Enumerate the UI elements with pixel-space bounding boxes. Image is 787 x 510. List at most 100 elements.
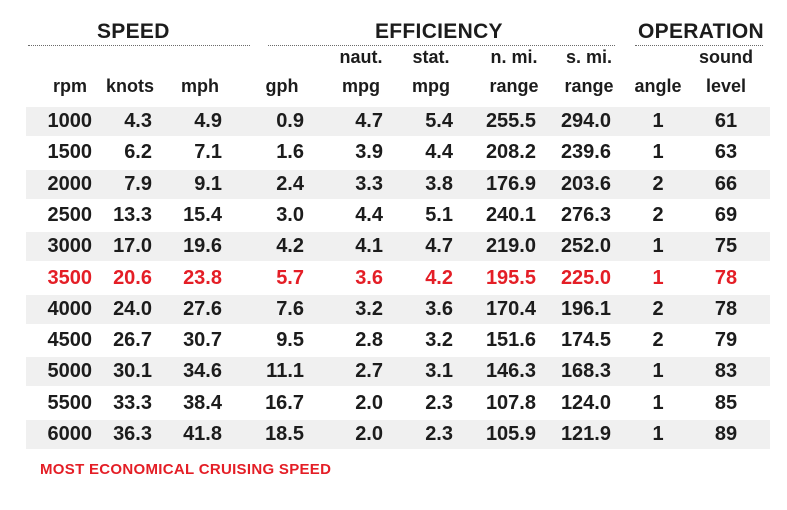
col-header-nmi-range-2: range [489, 76, 539, 96]
cell-smi-range: 196.1 [560, 297, 611, 320]
col-header-rpm-2: rpm [52, 76, 87, 96]
cell-nmi-range: 176.9 [485, 172, 536, 195]
cell-sound-level: 83 [714, 360, 738, 383]
cell-mph: 30.7 [183, 329, 222, 352]
cell-gph: 7.6 [276, 297, 304, 320]
cell-nmi-range: 146.3 [485, 360, 536, 383]
cell-nmi-range: 151.6 [485, 329, 536, 352]
cell-stat-mpg: 2.3 [425, 423, 453, 445]
cell-gph: 18.5 [265, 423, 304, 445]
cell-angle: 2 [652, 203, 664, 226]
cell-nmi-range: 170.4 [485, 297, 536, 320]
col-header-stat-mpg-1: stat. [412, 47, 450, 67]
cell-sound-level: 85 [714, 391, 738, 414]
cell-sound-level: 69 [714, 203, 738, 226]
speed-rule [28, 45, 250, 46]
cell-knots: 7.9 [124, 172, 152, 195]
col-header-sound-level-2: level [705, 76, 747, 96]
cell-angle: 2 [652, 297, 664, 320]
cell-gph: 5.7 [276, 266, 304, 289]
cell-rpm: 3500 [47, 266, 93, 289]
cell-angle: 1 [652, 360, 664, 383]
cell-knots: 13.3 [113, 203, 152, 226]
cell-sound-level: 78 [714, 266, 738, 289]
cell-angle: 1 [652, 141, 664, 164]
cell-stat-mpg: 3.6 [425, 297, 453, 320]
cell-gph: 2.4 [276, 172, 304, 195]
cell-rpm: 5000 [47, 360, 93, 383]
cell-smi-range: 174.5 [560, 329, 611, 352]
cell-nmi-range: 219.0 [485, 235, 536, 258]
cell-rpm: 3000 [47, 235, 93, 258]
cell-smi-range: 121.9 [560, 423, 611, 445]
cell-rpm: 4000 [47, 297, 93, 320]
cell-rpm: 1000 [47, 110, 93, 132]
cell-naut-mpg: 3.6 [355, 266, 383, 289]
cell-angle: 1 [652, 391, 664, 414]
cell-stat-mpg: 4.2 [425, 266, 453, 289]
cell-rpm: 5500 [47, 391, 93, 414]
cell-stat-mpg: 3.1 [425, 360, 453, 383]
cell-sound-level: 63 [714, 141, 738, 164]
cell-knots: 24.0 [113, 297, 152, 320]
cell-nmi-range: 208.2 [485, 141, 536, 164]
cell-stat-mpg: 4.4 [425, 141, 453, 164]
cell-angle: 1 [652, 266, 664, 289]
cell-smi-range: 168.3 [560, 360, 611, 383]
group-operation: OPERATION [638, 20, 764, 43]
cell-rpm: 6000 [47, 423, 93, 445]
cell-mph: 19.6 [183, 235, 222, 258]
cell-naut-mpg: 3.9 [355, 141, 383, 164]
cell-mph: 4.9 [194, 110, 222, 132]
cell-knots: 6.2 [124, 141, 152, 164]
cell-smi-range: 203.6 [560, 172, 611, 195]
row-band [26, 169, 770, 199]
col-header-smi-range-2: range [564, 76, 614, 96]
col-header-smi-range-1: s. mi. [565, 47, 613, 67]
cell-mph: 23.8 [183, 266, 222, 289]
col-header-sound-level-1: sound [699, 47, 753, 67]
cell-mph: 38.4 [183, 391, 222, 414]
cell-mph: 15.4 [183, 203, 222, 226]
cell-naut-mpg: 4.4 [355, 203, 383, 226]
efficiency-rule [268, 45, 615, 46]
cell-rpm: 1500 [47, 141, 93, 164]
cell-rpm: 2500 [47, 203, 93, 226]
cell-gph: 11.1 [266, 360, 304, 383]
cell-knots: 26.7 [113, 329, 152, 352]
cell-gph: 1.6 [276, 141, 304, 164]
footnote: MOST ECONOMICAL CRUISING SPEED [40, 461, 332, 478]
cell-naut-mpg: 2.8 [355, 329, 383, 352]
group-efficiency: EFFICIENCY [375, 20, 503, 43]
col-header-stat-mpg-2: mpg [412, 76, 450, 96]
cell-naut-mpg: 2.7 [355, 360, 383, 383]
cell-angle: 2 [652, 172, 664, 195]
col-header-mph-2: mph [181, 76, 219, 96]
cell-angle: 2 [652, 329, 664, 352]
col-header-naut-mpg-2: mpg [342, 76, 380, 96]
cell-knots: 4.3 [124, 110, 152, 132]
cell-stat-mpg: 2.3 [425, 391, 453, 414]
row-band [26, 420, 770, 449]
cell-gph: 3.0 [276, 203, 304, 226]
cell-nmi-range: 255.5 [485, 110, 536, 132]
cell-sound-level: 78 [714, 297, 738, 320]
cell-stat-mpg: 3.2 [425, 329, 453, 352]
cell-knots: 36.3 [113, 423, 152, 445]
cell-nmi-range: 107.8 [485, 391, 536, 414]
cell-gph: 0.9 [276, 110, 304, 132]
cell-naut-mpg: 2.0 [355, 423, 383, 445]
col-header-naut-mpg-1: naut. [339, 47, 383, 67]
cell-naut-mpg: 4.1 [355, 235, 383, 258]
cell-smi-range: 225.0 [560, 266, 611, 289]
cell-mph: 27.6 [183, 297, 222, 320]
cell-naut-mpg: 2.0 [355, 391, 383, 414]
col-header-angle-2: angle [634, 76, 682, 96]
col-header-nmi-range-1: n. mi. [490, 47, 538, 67]
cell-mph: 7.1 [194, 141, 222, 164]
cell-knots: 33.3 [113, 391, 152, 414]
cell-sound-level: 66 [714, 172, 738, 195]
cell-rpm: 2000 [47, 172, 93, 195]
cell-smi-range: 276.3 [560, 203, 611, 226]
cell-sound-level: 79 [714, 329, 738, 352]
